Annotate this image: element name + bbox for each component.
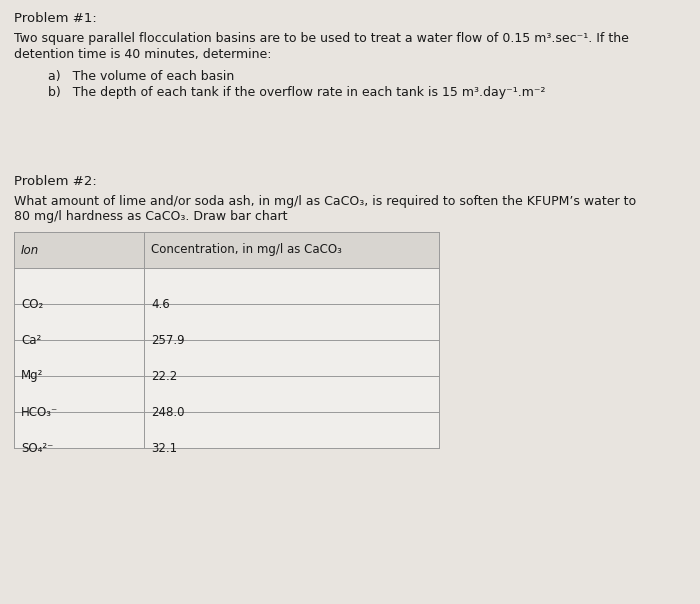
Text: 80 mg/l hardness as CaCO₃. Draw bar chart: 80 mg/l hardness as CaCO₃. Draw bar char… [14, 210, 288, 223]
Text: b)   The depth of each tank if the overflow rate in each tank is 15 m³.day⁻¹.m⁻²: b) The depth of each tank if the overflo… [48, 86, 545, 99]
Text: detention time is 40 minutes, determine:: detention time is 40 minutes, determine: [14, 48, 272, 61]
Bar [14, 412, 439, 448]
Text: Ca²: Ca² [21, 333, 41, 347]
Text: 32.1: 32.1 [151, 442, 177, 454]
Text: Concentration, in mg/l as CaCO₃: Concentration, in mg/l as CaCO₃ [151, 243, 342, 257]
Text: Problem #2:: Problem #2: [14, 175, 97, 188]
Bar [14, 340, 439, 376]
Bar [14, 232, 439, 268]
Text: What amount of lime and/or soda ash, in mg/l as CaCO₃, is required to soften the: What amount of lime and/or soda ash, in … [14, 195, 636, 208]
Text: 257.9: 257.9 [151, 333, 185, 347]
Text: SO₄²⁻: SO₄²⁻ [21, 442, 53, 454]
Text: Problem #1:: Problem #1: [14, 12, 97, 25]
Text: Ion: Ion [21, 243, 39, 257]
Text: 248.0: 248.0 [151, 405, 185, 419]
Text: 22.2: 22.2 [151, 370, 177, 382]
Text: Two square parallel flocculation basins are to be used to treat a water flow of : Two square parallel flocculation basins … [14, 32, 629, 45]
Bar [14, 304, 439, 340]
Bar [14, 376, 439, 412]
Text: HCO₃⁻: HCO₃⁻ [21, 405, 58, 419]
Text: CO₂: CO₂ [21, 298, 43, 310]
Bar [14, 268, 439, 304]
Text: a)   The volume of each basin: a) The volume of each basin [48, 70, 235, 83]
Text: 4.6: 4.6 [151, 298, 169, 310]
Text: Mg²: Mg² [21, 370, 43, 382]
